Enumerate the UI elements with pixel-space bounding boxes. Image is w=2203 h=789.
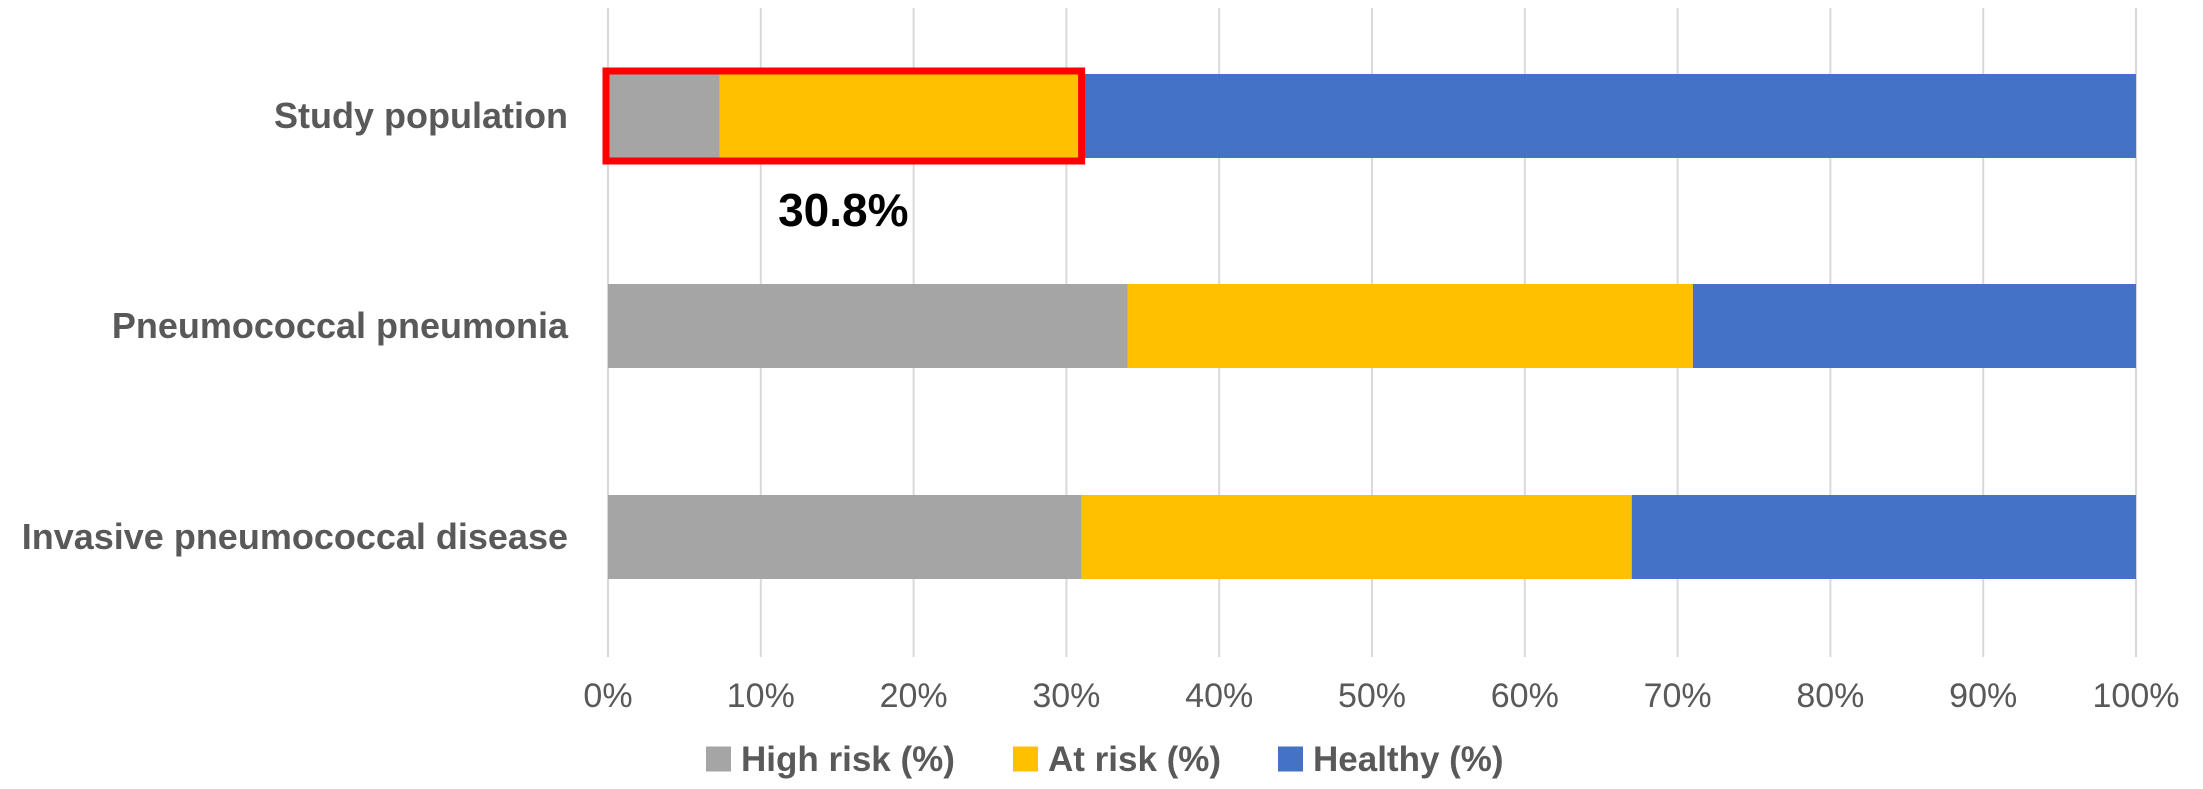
legend-label: At risk (%)	[1048, 740, 1221, 779]
bar-segment	[608, 284, 1128, 368]
bar-segment	[608, 495, 1082, 579]
x-tick-label: 90%	[1949, 677, 2017, 715]
x-tick-label: 70%	[1644, 677, 1712, 715]
category-label: Pneumococcal pneumonia	[112, 305, 569, 346]
legend-label: Healthy (%)	[1313, 740, 1504, 779]
category-label: Invasive pneumococcal disease	[22, 516, 568, 557]
x-tick-label: 50%	[1338, 677, 1406, 715]
x-tick-label: 40%	[1185, 677, 1253, 715]
bar-segment	[719, 74, 1079, 158]
bar-segment	[1078, 74, 2136, 158]
bars	[608, 74, 2136, 579]
legend-swatch	[706, 746, 731, 772]
bar-segment	[1127, 284, 1693, 368]
x-tick-label: 100%	[2093, 677, 2180, 715]
annotation-label: 30.8%	[778, 184, 908, 236]
legend-label: High risk (%)	[741, 740, 955, 779]
legend: High risk (%) At risk (%) Healthy (%)	[706, 740, 1504, 779]
x-tick-label: 20%	[880, 677, 948, 715]
bar-segment	[1631, 495, 2136, 579]
bar-segment	[1081, 495, 1632, 579]
legend-swatch	[1013, 746, 1038, 772]
x-tick-label: 30%	[1032, 677, 1100, 715]
category-label: Study population	[274, 95, 568, 136]
bar-segment	[608, 74, 720, 158]
legend-swatch	[1278, 746, 1303, 772]
highlight-rect	[602, 67, 1086, 165]
x-tick-label: 0%	[583, 677, 632, 715]
x-tick-label: 60%	[1491, 677, 1559, 715]
annotation: 30.8%	[778, 184, 908, 236]
x-tick-label: 10%	[727, 677, 795, 715]
bar-segment	[1692, 284, 2136, 368]
x-tick-labels: 0% 10% 20% 30% 40% 50% 60% 70% 80% 90% 100%	[583, 677, 2179, 715]
category-labels: Study population Pneumococcal pneumonia In…	[22, 95, 569, 557]
x-tick-label: 80%	[1796, 677, 1864, 715]
highlight-box	[602, 67, 1086, 165]
